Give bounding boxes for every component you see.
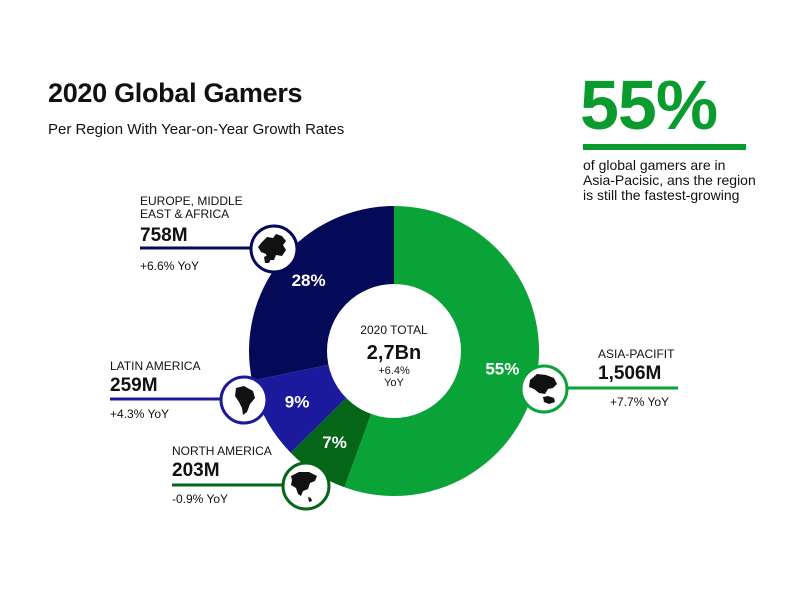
chart-subtitle: Per Region With Year-on-Year Growth Rate… [48, 121, 345, 138]
slice-percent-label-1: 7% [322, 433, 347, 452]
region-value-latam: 259M [110, 375, 158, 396]
region-yoy-apac: +7.7% YoY [610, 395, 670, 409]
center-total-value: 2,7Bn [367, 342, 421, 364]
south-america-globe-icon [219, 375, 269, 425]
region-value-na: 203M [172, 460, 220, 481]
region-value-emea: 758M [140, 225, 188, 246]
region-label-na: NORTH AMERICA 203M -0.9% YoY [172, 444, 272, 507]
highlight-text: of global gamers are in Asia-Pacisic, an… [583, 157, 756, 203]
region-name-latam: LATIN AMERICA [110, 359, 201, 373]
slice-percent-label-2: 9% [285, 392, 310, 411]
north-america-globe-icon [281, 461, 331, 511]
region-label-latam: LATIN AMERICA 259M +4.3% YoY [110, 359, 201, 422]
center-growth-unit: YoY [384, 377, 404, 389]
region-yoy-na: -0.9% YoY [172, 492, 229, 506]
slice-percent-label-0: 55% [485, 360, 519, 379]
region-name-apac: ASIA-PACIFIT [598, 347, 675, 361]
center-total-label: 2020 TOTAL [360, 323, 428, 337]
highlight-underline [583, 144, 746, 150]
chart-title: 2020 Global Gamers [48, 78, 303, 108]
highlight-value: 55% [580, 66, 718, 144]
donut-hole [327, 284, 461, 418]
region-value-apac: 1,506M [598, 363, 662, 384]
region-yoy-latam: +4.3% YoY [110, 407, 170, 421]
slice-labels: 55% 7% 9% 28% [285, 271, 520, 452]
asia-globe-icon [519, 364, 569, 414]
region-yoy-emea: +6.6% YoY [140, 259, 200, 273]
slice-percent-label-3: 28% [292, 271, 326, 290]
region-label-apac: ASIA-PACIFIT 1,506M +7.7% YoY [598, 347, 675, 410]
region-name-na: NORTH AMERICA [172, 444, 272, 458]
region-name-emea-line2: EAST & AFRICA [140, 207, 230, 221]
region-label-emea: EUROPE, MIDDLE EAST & AFRICA 758M +6.6% … [140, 194, 243, 274]
region-name-emea-line1: EUROPE, MIDDLE [140, 194, 243, 208]
europe-globe-icon [249, 224, 299, 274]
center-growth: +6.4% [378, 365, 410, 377]
